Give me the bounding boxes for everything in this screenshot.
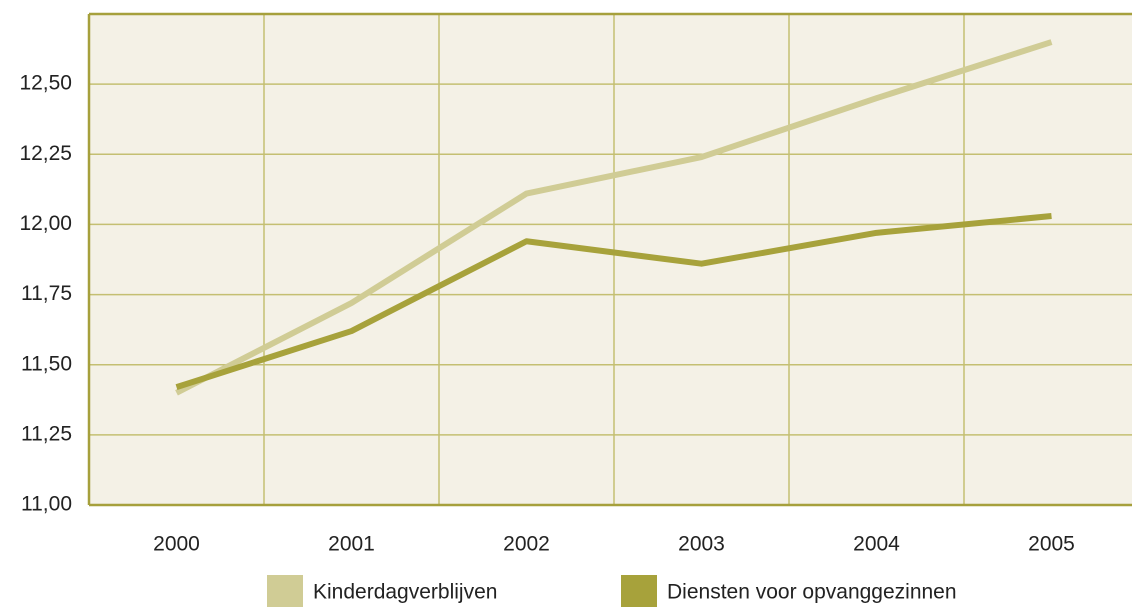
x-tick-label: 2005 xyxy=(1028,533,1075,556)
plot-area xyxy=(89,14,1132,505)
y-tick-label: 12,50 xyxy=(19,72,72,95)
y-tick-label: 11,25 xyxy=(21,422,72,445)
x-tick-label: 2003 xyxy=(678,533,725,556)
legend-label: Kinderdagverblijven xyxy=(313,581,497,604)
x-tick-label: 2004 xyxy=(853,533,900,556)
legend-label: Diensten voor opvanggezinnen xyxy=(667,581,957,604)
x-tick-label: 2002 xyxy=(503,533,550,556)
legend-swatch xyxy=(621,575,657,607)
y-tick-label: 12,25 xyxy=(19,142,72,165)
series-line xyxy=(175,213,1052,391)
legend-swatch xyxy=(267,575,303,607)
x-tick-label: 2000 xyxy=(153,533,200,556)
y-tick-label: 11,50 xyxy=(21,352,72,375)
y-tick-label: 11,75 xyxy=(21,282,72,305)
x-tick-label: 2001 xyxy=(328,533,375,556)
y-tick-label: 11,00 xyxy=(21,493,72,516)
y-tick-label: 12,00 xyxy=(19,212,72,235)
series-line xyxy=(175,39,1053,396)
